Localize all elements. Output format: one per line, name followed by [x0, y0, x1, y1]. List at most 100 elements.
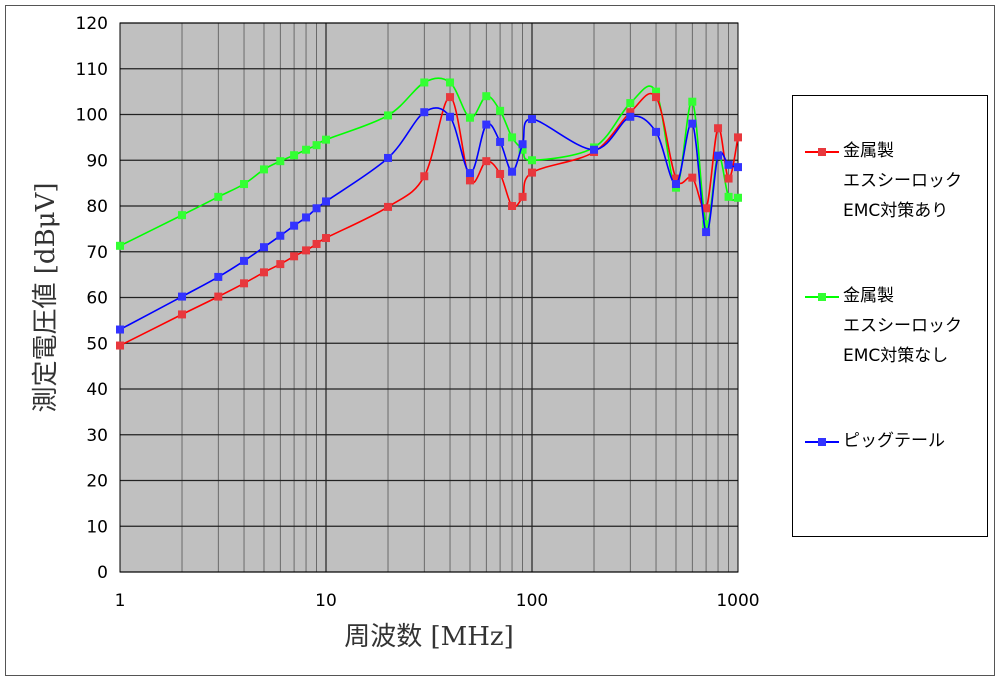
data-point	[178, 310, 187, 319]
data-point	[688, 97, 697, 106]
data-point	[214, 272, 223, 281]
data-point	[671, 174, 680, 183]
y-tick-label: 50	[86, 334, 108, 354]
data-point	[178, 292, 187, 301]
data-point	[384, 202, 393, 211]
data-point	[734, 133, 742, 142]
y-tick-label: 30	[86, 426, 108, 446]
data-point	[688, 173, 697, 182]
data-point	[528, 168, 536, 177]
data-point	[482, 92, 491, 101]
y-axis-title: 測定電圧値 [dBμV]	[31, 183, 61, 413]
data-point	[465, 169, 474, 178]
legend-label: 金属製 エスシーロック EMC対策あり	[843, 136, 962, 226]
plot-border	[119, 22, 739, 573]
data-point	[276, 231, 285, 240]
x-tick-label: 10	[315, 591, 337, 611]
y-tick-label: 40	[86, 380, 108, 400]
data-point	[714, 124, 723, 133]
y-axis-ticks: 0 10 20 30 40 50 60 70 80 90 100 110 120	[76, 14, 108, 583]
legend-label-line: EMC対策なし	[843, 346, 949, 366]
y-tick-label: 0	[97, 563, 108, 583]
data-point	[214, 192, 223, 201]
data-point	[482, 120, 491, 129]
legend-swatch-green	[805, 291, 839, 303]
legend-swatch-blue	[805, 436, 839, 448]
legend-label-line: エスシーロック	[843, 316, 962, 336]
data-point	[302, 246, 311, 255]
y-tick-label: 10	[86, 517, 108, 537]
y-tick-label: 70	[86, 243, 108, 263]
data-point	[312, 239, 321, 248]
x-axis-title: 周波数 [MHz]	[344, 622, 514, 652]
data-point	[302, 213, 311, 222]
data-point	[734, 163, 742, 172]
series-layer	[116, 77, 742, 350]
data-point	[312, 204, 321, 213]
y-tick-label: 80	[86, 197, 108, 217]
data-point	[714, 151, 723, 160]
x-tick-label: 1000	[716, 591, 759, 611]
legend-label-line: 金属製	[843, 286, 894, 306]
data-point	[652, 127, 661, 136]
x-axis-ticks: 1 10 100 1000	[115, 591, 760, 611]
data-point	[671, 180, 680, 189]
x-tick-label: 100	[516, 591, 548, 611]
data-point	[652, 87, 661, 96]
data-point	[302, 145, 311, 154]
data-point	[482, 157, 491, 166]
data-point	[240, 279, 249, 288]
data-point	[528, 115, 536, 124]
data-point	[446, 93, 455, 102]
data-point	[312, 141, 321, 150]
data-point	[240, 180, 249, 189]
series-line	[119, 92, 739, 347]
data-point	[724, 192, 733, 201]
data-point	[420, 78, 429, 87]
data-point	[420, 172, 429, 181]
data-point	[322, 135, 330, 144]
y-tick-label: 90	[86, 151, 108, 171]
y-tick-label: 100	[76, 106, 108, 126]
legend-marker	[818, 148, 826, 156]
data-point	[496, 169, 505, 178]
legend-label-line: ピッグテール	[843, 431, 945, 451]
data-point	[290, 221, 299, 230]
data-point	[240, 256, 249, 265]
data-point	[724, 174, 733, 183]
data-point	[652, 93, 661, 102]
legend-label-line: 金属製	[843, 141, 894, 161]
data-point	[702, 228, 711, 237]
data-point	[465, 176, 474, 185]
y-tick-label: 60	[86, 289, 108, 309]
data-point	[276, 260, 285, 269]
data-point	[508, 202, 517, 210]
data-point	[496, 106, 505, 115]
data-point	[496, 137, 505, 146]
data-point	[276, 157, 285, 166]
series-0	[116, 92, 742, 350]
data-point	[446, 78, 455, 87]
legend-marker	[818, 293, 826, 301]
data-point	[688, 119, 697, 128]
data-point	[420, 108, 429, 117]
data-point	[528, 156, 536, 165]
legend-swatch-red	[805, 146, 839, 158]
data-point	[259, 243, 268, 252]
legend-label-line: エスシーロック	[843, 171, 962, 191]
data-point	[259, 165, 268, 174]
data-point	[508, 133, 517, 142]
data-point	[734, 193, 742, 202]
data-point	[384, 153, 393, 162]
data-point	[508, 167, 517, 176]
data-point	[322, 197, 330, 206]
legend-marker	[818, 438, 826, 446]
data-point	[259, 268, 268, 277]
y-tick-label: 120	[76, 14, 108, 34]
legend: 金属製 エスシーロック EMC対策あり 金属製 エスシーロック EMC対策なし …	[792, 95, 988, 537]
data-point	[518, 192, 527, 201]
data-point	[626, 112, 635, 121]
data-point	[518, 140, 527, 149]
data-point	[446, 112, 455, 121]
